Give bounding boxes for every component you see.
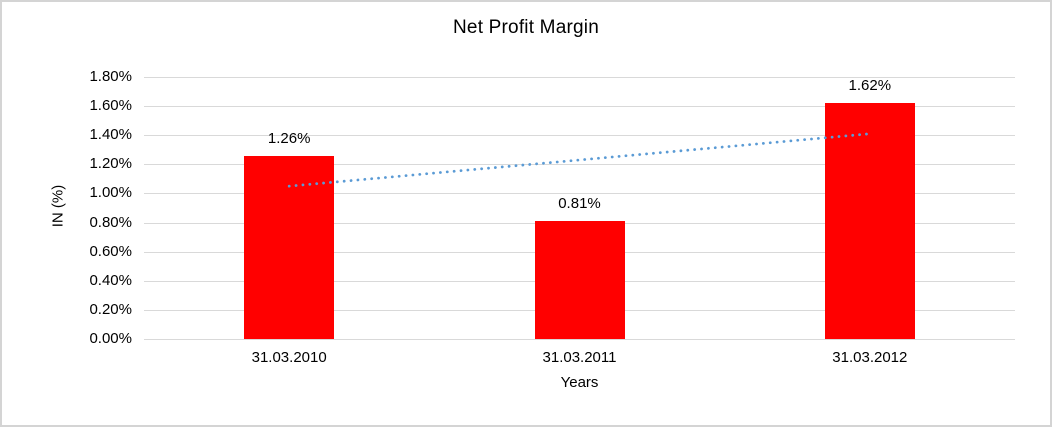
x-axis-title: Years [560,374,599,391]
bar-data-label: 1.62% [848,77,892,95]
bar [534,221,625,339]
trendline [287,132,872,188]
y-tick-label: 0.00% [89,330,132,347]
gridline [144,77,1015,78]
y-tick-label: 0.60% [89,242,132,260]
plot-area: 1.26% 0.81% 1.62% [144,77,1015,340]
bar-data-label: 1.26% [267,129,311,147]
y-tick-label: 1.00% [89,184,132,202]
gridline [144,106,1015,108]
gridline [144,164,1015,166]
y-tick-label: 1.20% [89,155,132,173]
y-tick-label: 0.20% [89,300,132,318]
y-tick-label: 1.40% [89,126,132,144]
bar [824,103,915,339]
gridline [144,135,1015,137]
x-tick-label: 31.03.2012 [832,349,908,366]
gridline [144,193,1015,195]
bar-data-label: 0.81% [558,195,601,213]
y-tick-label: 0.80% [89,213,132,231]
y-tick-label: 1.60% [89,97,132,115]
gridline [144,339,1015,340]
y-tick-label: 0.40% [89,271,132,289]
x-tick-label: 31.03.2010 [251,349,327,366]
chart-title: Net Profit Margin [453,17,599,38]
y-tick-label: 1.80% [89,68,132,85]
x-tick-label: 31.03.2011 [542,349,617,366]
